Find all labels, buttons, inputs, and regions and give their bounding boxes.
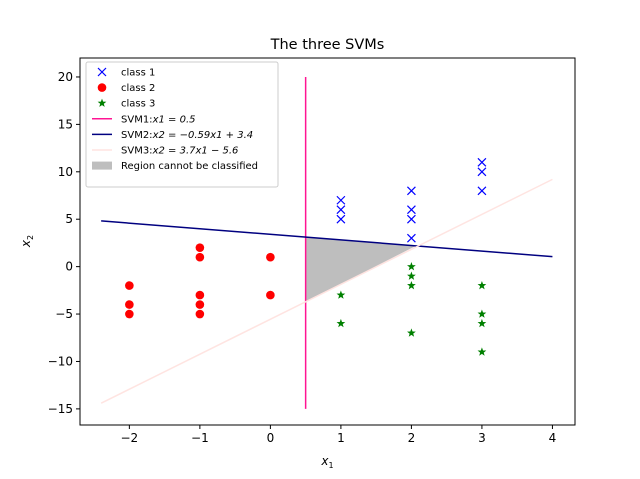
- y-tick-label: −15: [48, 402, 73, 416]
- chart-title: The three SVMs: [270, 37, 385, 53]
- class3-point: [407, 262, 416, 271]
- lines-layer: [100, 76, 553, 409]
- y-axis-label-main: x: [19, 239, 33, 248]
- class1-point: [477, 167, 487, 177]
- class1-point: [477, 186, 487, 196]
- class2-point: [195, 290, 205, 300]
- legend-label-class1: class 1: [121, 68, 155, 79]
- x-tick-label: 3: [478, 431, 486, 445]
- legend-label-class3: class 3: [121, 99, 155, 110]
- class3-point: [336, 290, 346, 299]
- points-layer: [125, 157, 487, 356]
- class1-point: [477, 157, 487, 167]
- y-tick-label: 15: [58, 117, 73, 131]
- y-tick-label: 20: [58, 70, 73, 84]
- legend-label-svm1: SVM1:x1 = 0.5: [121, 114, 195, 125]
- y-axis-label: x2: [19, 235, 35, 248]
- class2-point: [125, 309, 134, 319]
- class3-point: [477, 347, 487, 356]
- class2-point: [195, 243, 205, 252]
- class1-point: [406, 186, 416, 196]
- y-tick-label: −5: [55, 307, 73, 321]
- class2-point: [266, 290, 275, 300]
- region-layer: [305, 237, 416, 303]
- x-tick-label: 2: [408, 431, 416, 445]
- axes-frame: [79, 57, 576, 426]
- svm3-line: [100, 178, 553, 404]
- legend-entries: class 1 class 2 class 3 SVM1:x1 = 0.5 SVM2:x…: [92, 67, 258, 172]
- class2-point: [125, 281, 134, 290]
- legend-marker-class1: [97, 67, 107, 77]
- x-tick-label: 0: [267, 431, 275, 445]
- class1-point: [336, 205, 346, 215]
- class2-point: [266, 252, 275, 262]
- y-axis-label-sub: 2: [26, 235, 35, 240]
- class3-point: [477, 318, 487, 328]
- legend-label-class2: class 2: [121, 83, 155, 94]
- x-tick-label: 4: [549, 431, 557, 445]
- y-tick-label: −10: [48, 354, 73, 368]
- class3-point: [407, 328, 416, 337]
- legend: class 1 class 2 class 3 SVM1:x1 = 0.5 SVM2:x…: [85, 61, 279, 188]
- class1-point: [406, 205, 416, 215]
- y-tick-label: 0: [65, 260, 73, 274]
- x-tick-label: −2: [121, 431, 139, 445]
- y-tick-label: 10: [58, 165, 73, 179]
- y-tick-label: 5: [65, 212, 73, 226]
- legend-label-svm3: SVM3:x2 = 3.7x1 − 5.6: [121, 146, 238, 157]
- class1-point: [406, 233, 416, 243]
- legend-label-region: Region cannot be classified: [121, 161, 258, 172]
- class1-point: [336, 195, 346, 205]
- x-axis-label-main: x: [320, 454, 329, 468]
- x-tick-label: 1: [337, 431, 345, 445]
- class3-point: [477, 281, 487, 290]
- class2-point: [125, 300, 134, 309]
- legend-box: [85, 61, 279, 188]
- x-axis-label: x1: [320, 454, 333, 470]
- class3-point: [477, 309, 487, 318]
- legend-patch-region: [92, 161, 112, 170]
- class2-point: [195, 309, 205, 319]
- legend-marker-class2: [97, 83, 107, 92]
- x-axis-label-sub: 1: [329, 461, 334, 470]
- class3-point: [336, 318, 346, 328]
- legend-label-svm2: SVM2:x2 = −0.59x1 + 3.4: [121, 130, 253, 141]
- svm2-line: [101, 220, 553, 258]
- x-tick-label: −1: [191, 431, 209, 445]
- class2-point: [195, 300, 205, 309]
- class3-point: [407, 271, 416, 280]
- class3-point: [407, 281, 416, 290]
- legend-marker-class3: [97, 98, 107, 107]
- unclassified-region: [305, 237, 416, 303]
- class1-point: [406, 214, 416, 224]
- class2-point: [195, 252, 205, 262]
- class1-point: [336, 214, 346, 224]
